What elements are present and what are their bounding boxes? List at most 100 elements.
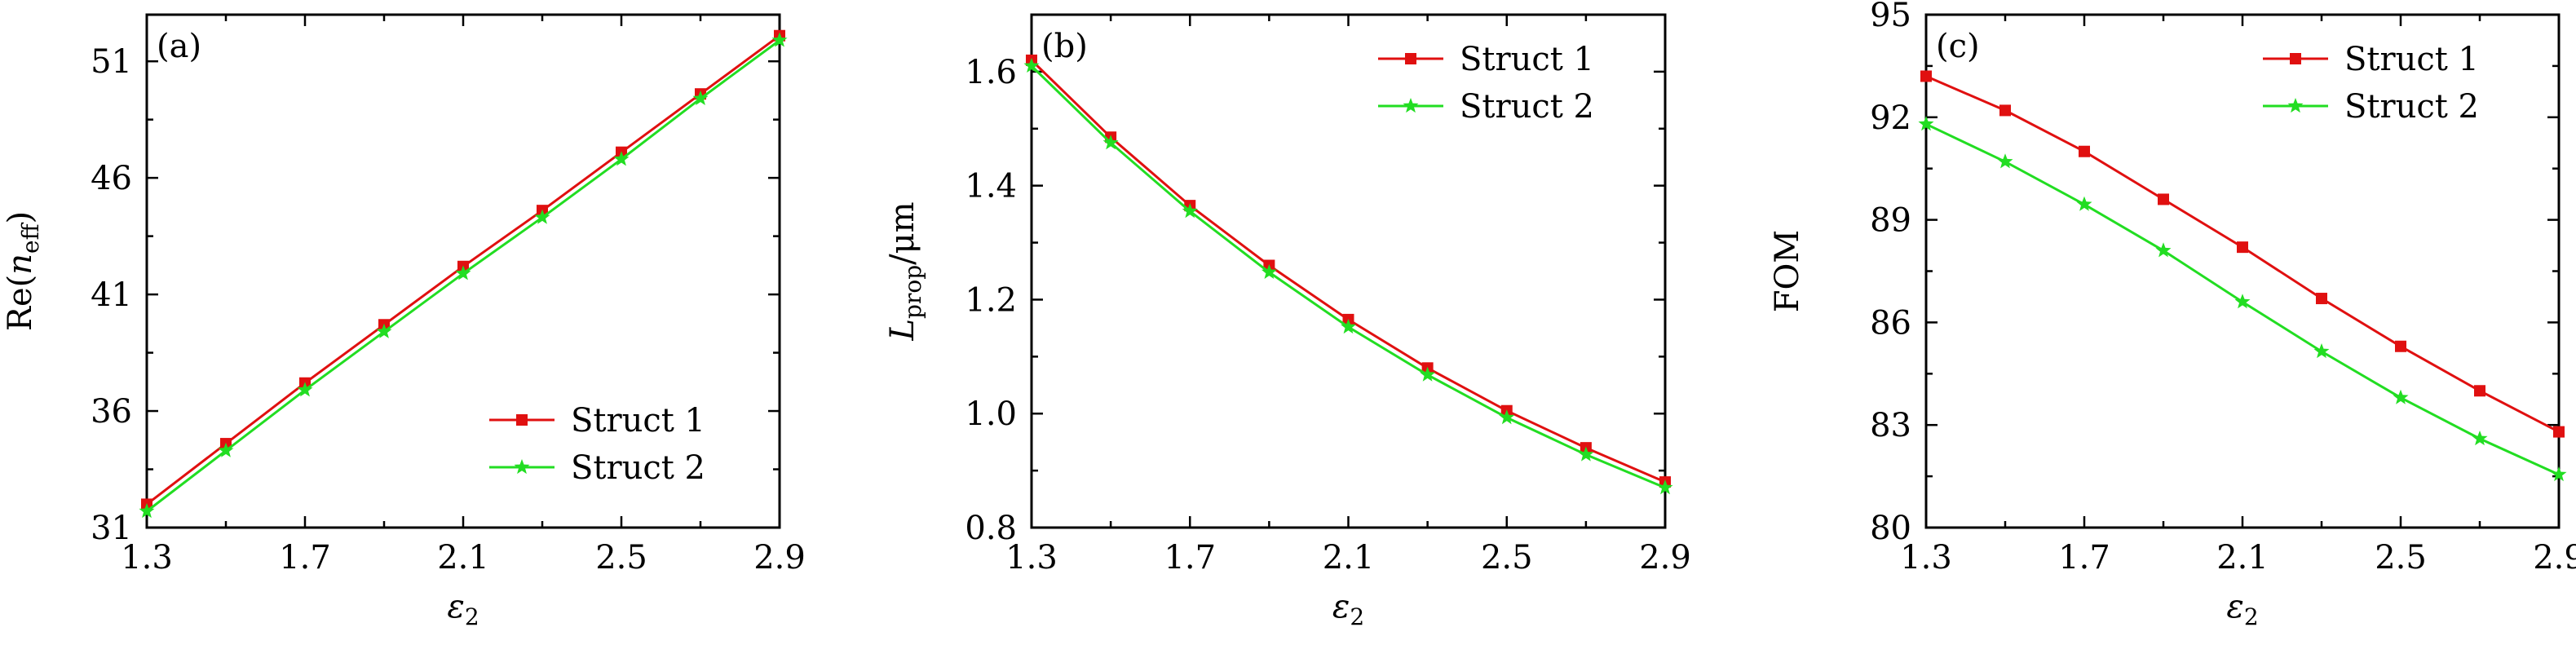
legend-marker — [1405, 53, 1416, 64]
y-axis-label: Re(neff) — [2, 211, 44, 331]
y-tick-label: 31 — [91, 510, 132, 547]
data-point — [771, 32, 788, 47]
x-tick-label: 2.5 — [2375, 539, 2427, 577]
data-point — [1920, 70, 1932, 82]
y-tick-label: 1.0 — [965, 395, 1017, 433]
data-point — [2079, 145, 2090, 157]
y-tick-label: 46 — [91, 160, 132, 197]
legend: Struct 1 Struct 2 — [2263, 41, 2479, 126]
data-point — [2551, 466, 2567, 482]
data-point — [1261, 263, 1277, 279]
legend-marker — [2290, 53, 2301, 64]
data-point — [2474, 385, 2485, 397]
data-point — [2076, 196, 2092, 211]
x-tick-label: 1.3 — [1900, 539, 1952, 577]
series-2 — [1918, 116, 2567, 482]
panel-c: 1.3 1.7 2.1 2.5 2.9 80 83 86 89 92 95 ε2 FOM (c) Struc… — [1769, 0, 2576, 630]
legend-marker — [2287, 98, 2304, 113]
data-point — [2553, 426, 2565, 438]
data-point — [1918, 116, 1934, 131]
panel-b: 1.3 1.7 2.1 2.5 2.9 0.8 1.0 1.2 1.4 1.6 ε2 Lprop/μm… — [884, 13, 1691, 630]
x-tick-label: 2.5 — [595, 539, 647, 577]
data-point — [218, 442, 234, 457]
y-axis-label: Lprop/μm — [884, 201, 926, 341]
series-1 — [1920, 70, 2565, 438]
data-point — [2158, 193, 2169, 205]
y-tick-label: 1.4 — [965, 168, 1017, 205]
data-point — [534, 209, 550, 224]
series-line — [1030, 64, 1666, 489]
x-tick-label: 2.5 — [1481, 539, 1533, 577]
data-point — [297, 382, 313, 397]
panel-label: (b) — [1041, 28, 1088, 65]
legend-label: Struct 2 — [1460, 88, 1594, 126]
x-axis-label: ε2 — [2226, 588, 2258, 630]
legend-label: Struct 2 — [571, 449, 705, 487]
y-tick-label: 95 — [1870, 0, 1911, 34]
x-tick-label: 2.1 — [437, 539, 489, 577]
x-axis-label: ε2 — [1332, 588, 1364, 630]
data-point — [613, 151, 630, 166]
data-point — [1023, 57, 1040, 73]
legend-label: Struct 1 — [2344, 41, 2479, 78]
data-point — [1657, 479, 1673, 495]
y-tick-label: 41 — [91, 276, 132, 314]
data-point — [1499, 409, 1515, 425]
data-point — [2313, 343, 2330, 359]
x-tick-label: 1.7 — [1164, 539, 1216, 577]
legend-label: Struct 1 — [571, 402, 705, 440]
y-tick-label: 86 — [1870, 304, 1911, 342]
data-point — [2155, 242, 2172, 258]
panel-label: (a) — [157, 28, 201, 65]
panel-label: (c) — [1936, 28, 1980, 65]
data-point — [1997, 153, 2013, 169]
x-axis-label: ε2 — [447, 588, 479, 630]
data-point — [2234, 294, 2251, 309]
data-point — [455, 265, 471, 281]
x-tick-label: 1.3 — [121, 539, 173, 577]
y-tick-label: 80 — [1870, 510, 1911, 547]
series-2 — [139, 32, 788, 519]
x-tick-label: 1.3 — [1005, 539, 1058, 577]
y-tick-label: 0.8 — [965, 510, 1017, 547]
series-2 — [1023, 57, 1673, 495]
data-point — [1102, 135, 1119, 150]
data-point — [2472, 431, 2488, 446]
y-axis-label: FOM — [1769, 230, 1806, 313]
data-point — [139, 503, 155, 519]
x-tick-label: 2.9 — [1639, 539, 1691, 577]
y-tick-label: 51 — [91, 43, 132, 81]
x-tick-label: 2.1 — [2216, 539, 2269, 577]
data-point — [1420, 366, 1436, 382]
x-tick-label: 1.7 — [2058, 539, 2110, 577]
y-tick-label: 36 — [91, 393, 132, 431]
legend-marker — [514, 459, 530, 475]
x-tick-label: 2.1 — [1323, 539, 1375, 577]
y-tick-label: 92 — [1870, 99, 1911, 137]
data-point — [1341, 319, 1356, 334]
x-tick-label: 1.7 — [279, 539, 331, 577]
x-tick-label: 2.9 — [753, 539, 806, 577]
y-tick-label: 1.6 — [965, 54, 1017, 91]
data-point — [1578, 446, 1594, 462]
y-tick-label: 83 — [1870, 407, 1911, 444]
panel-a: 1.3 1.7 2.1 2.5 2.9 31 36 41 46 51 ε2 Re(neff) (a) St… — [2, 13, 806, 630]
data-point — [692, 90, 709, 105]
data-point — [1999, 104, 2011, 117]
legend-label: Struct 2 — [2344, 88, 2479, 126]
data-point — [376, 323, 392, 338]
legend-marker — [516, 414, 528, 426]
series-line — [1925, 75, 2560, 433]
legend: Struct 1 Struct 2 — [489, 402, 705, 487]
data-point — [2395, 340, 2406, 352]
legend-marker — [1403, 98, 1419, 113]
data-point — [1182, 203, 1198, 219]
data-point — [2237, 241, 2248, 254]
data-point — [2393, 389, 2409, 404]
legend: Struct 1 Struct 2 — [1378, 41, 1594, 126]
y-tick-label: 89 — [1870, 202, 1911, 240]
x-tick-label: 2.9 — [2533, 539, 2576, 577]
legend-label: Struct 1 — [1460, 41, 1594, 78]
y-tick-label: 1.2 — [965, 281, 1017, 319]
